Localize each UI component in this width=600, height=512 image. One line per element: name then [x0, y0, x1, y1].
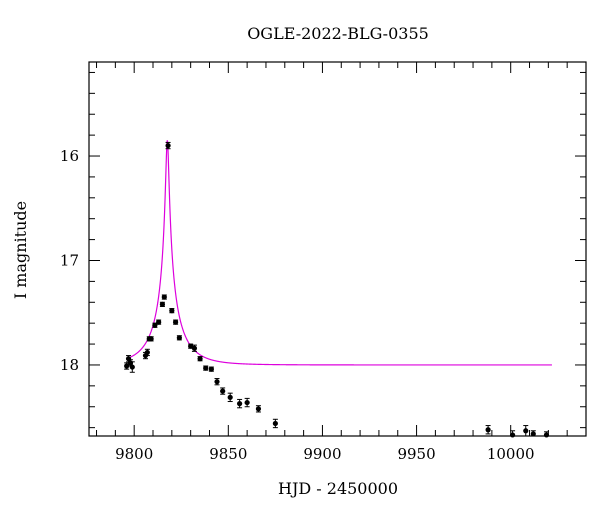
- y-tick-label: 18: [60, 356, 79, 374]
- data-point: [272, 420, 278, 427]
- data-point: [172, 319, 179, 325]
- data-point: [237, 401, 243, 407]
- data-point: [165, 142, 171, 149]
- data-point: [214, 379, 220, 385]
- data-point: [169, 308, 175, 314]
- chart-title: OGLE-2022-BLG-0355: [247, 24, 429, 43]
- x-axis-title: HJD - 2450000: [278, 479, 398, 498]
- data-point: [156, 319, 162, 325]
- data-point: [530, 431, 536, 437]
- x-tick-label: 9950: [397, 445, 435, 463]
- x-tick-labels: 9800 9850 9900 9950 10000: [115, 445, 534, 463]
- y-tick-label: 16: [60, 147, 79, 165]
- data-point: [197, 356, 203, 362]
- data-point: [161, 294, 167, 300]
- y-axis-title: I magnitude: [11, 201, 30, 299]
- model-curve-layer: [126, 140, 552, 366]
- data-point: [191, 345, 198, 351]
- data-point: [485, 427, 491, 433]
- model-curve: [126, 140, 552, 366]
- x-tick-label: 9800: [115, 445, 153, 463]
- data-point: [220, 388, 226, 394]
- data-point: [176, 335, 182, 341]
- x-tick-label: 9850: [209, 445, 247, 463]
- data-point: [208, 366, 214, 372]
- data-point: [255, 406, 262, 412]
- data-points-layer: [124, 141, 550, 438]
- x-tick-label: 9900: [303, 445, 341, 463]
- x-tick-label: 10000: [487, 445, 535, 463]
- y-tick-labels: 16 17 18: [60, 147, 79, 374]
- plot-frame: [88, 61, 587, 437]
- y-tick-label: 17: [60, 251, 79, 269]
- data-point: [203, 365, 209, 371]
- axis-ticks: [89, 62, 587, 436]
- data-point: [148, 336, 154, 342]
- data-point: [159, 301, 166, 307]
- data-point: [129, 364, 135, 370]
- data-point: [227, 394, 233, 400]
- data-point: [144, 349, 150, 356]
- data-point: [523, 428, 529, 434]
- data-point: [244, 399, 250, 406]
- data-point: [124, 363, 130, 369]
